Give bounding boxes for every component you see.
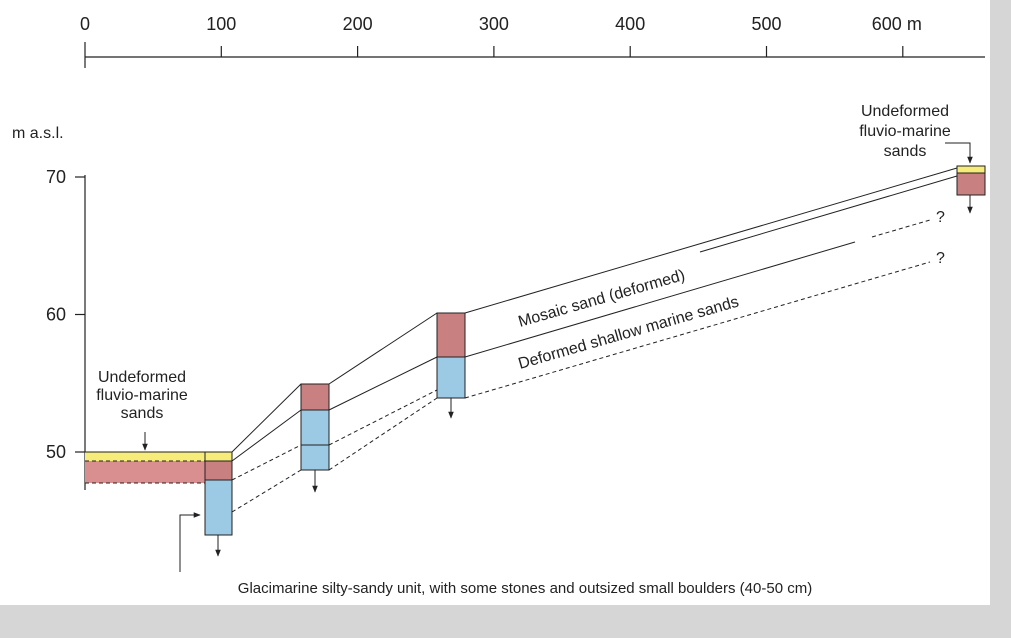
uncertain-mark: ?	[936, 209, 945, 226]
column-mosaic	[301, 384, 329, 410]
uncertain-mark: ?	[936, 250, 945, 267]
column-sand	[957, 166, 985, 173]
y-tick-label: 70	[46, 167, 66, 187]
y-tick-label: 50	[46, 442, 66, 462]
x-tick-label: 600 m	[872, 14, 922, 34]
x-tick-label: 500	[751, 14, 781, 34]
unit-label: sands	[121, 405, 164, 422]
x-tick-label: 300	[479, 14, 509, 34]
axis-title: m a.s.l.	[12, 125, 64, 142]
x-tick-label: 100	[206, 14, 236, 34]
x-tick-label: 400	[615, 14, 645, 34]
column-mosaic	[205, 461, 232, 480]
unit-label: fluvio-marine	[96, 387, 188, 404]
unit-label: Undeformed	[98, 369, 186, 386]
column-sand	[205, 452, 232, 461]
unit-label: fluvio-marine	[859, 123, 951, 140]
x-tick-label: 0	[80, 14, 90, 34]
column-shallow	[301, 410, 329, 470]
column-shallow	[205, 480, 232, 535]
y-tick-label: 60	[46, 305, 66, 325]
diagram: 0 100 200 300 400 500 600 m m a.s.l. 70 60 50 Un…	[0, 0, 1011, 638]
mosaic-layer	[85, 461, 205, 483]
unit-label: Glacimarine silty-sandy unit, with some …	[238, 580, 812, 597]
column-mosaic	[957, 173, 985, 195]
column-shallow	[437, 357, 465, 398]
unit-label: Undeformed	[861, 103, 949, 120]
x-tick-label: 200	[343, 14, 373, 34]
canvas	[0, 0, 990, 605]
unit-label: sands	[884, 143, 927, 160]
column-mosaic	[437, 313, 465, 357]
